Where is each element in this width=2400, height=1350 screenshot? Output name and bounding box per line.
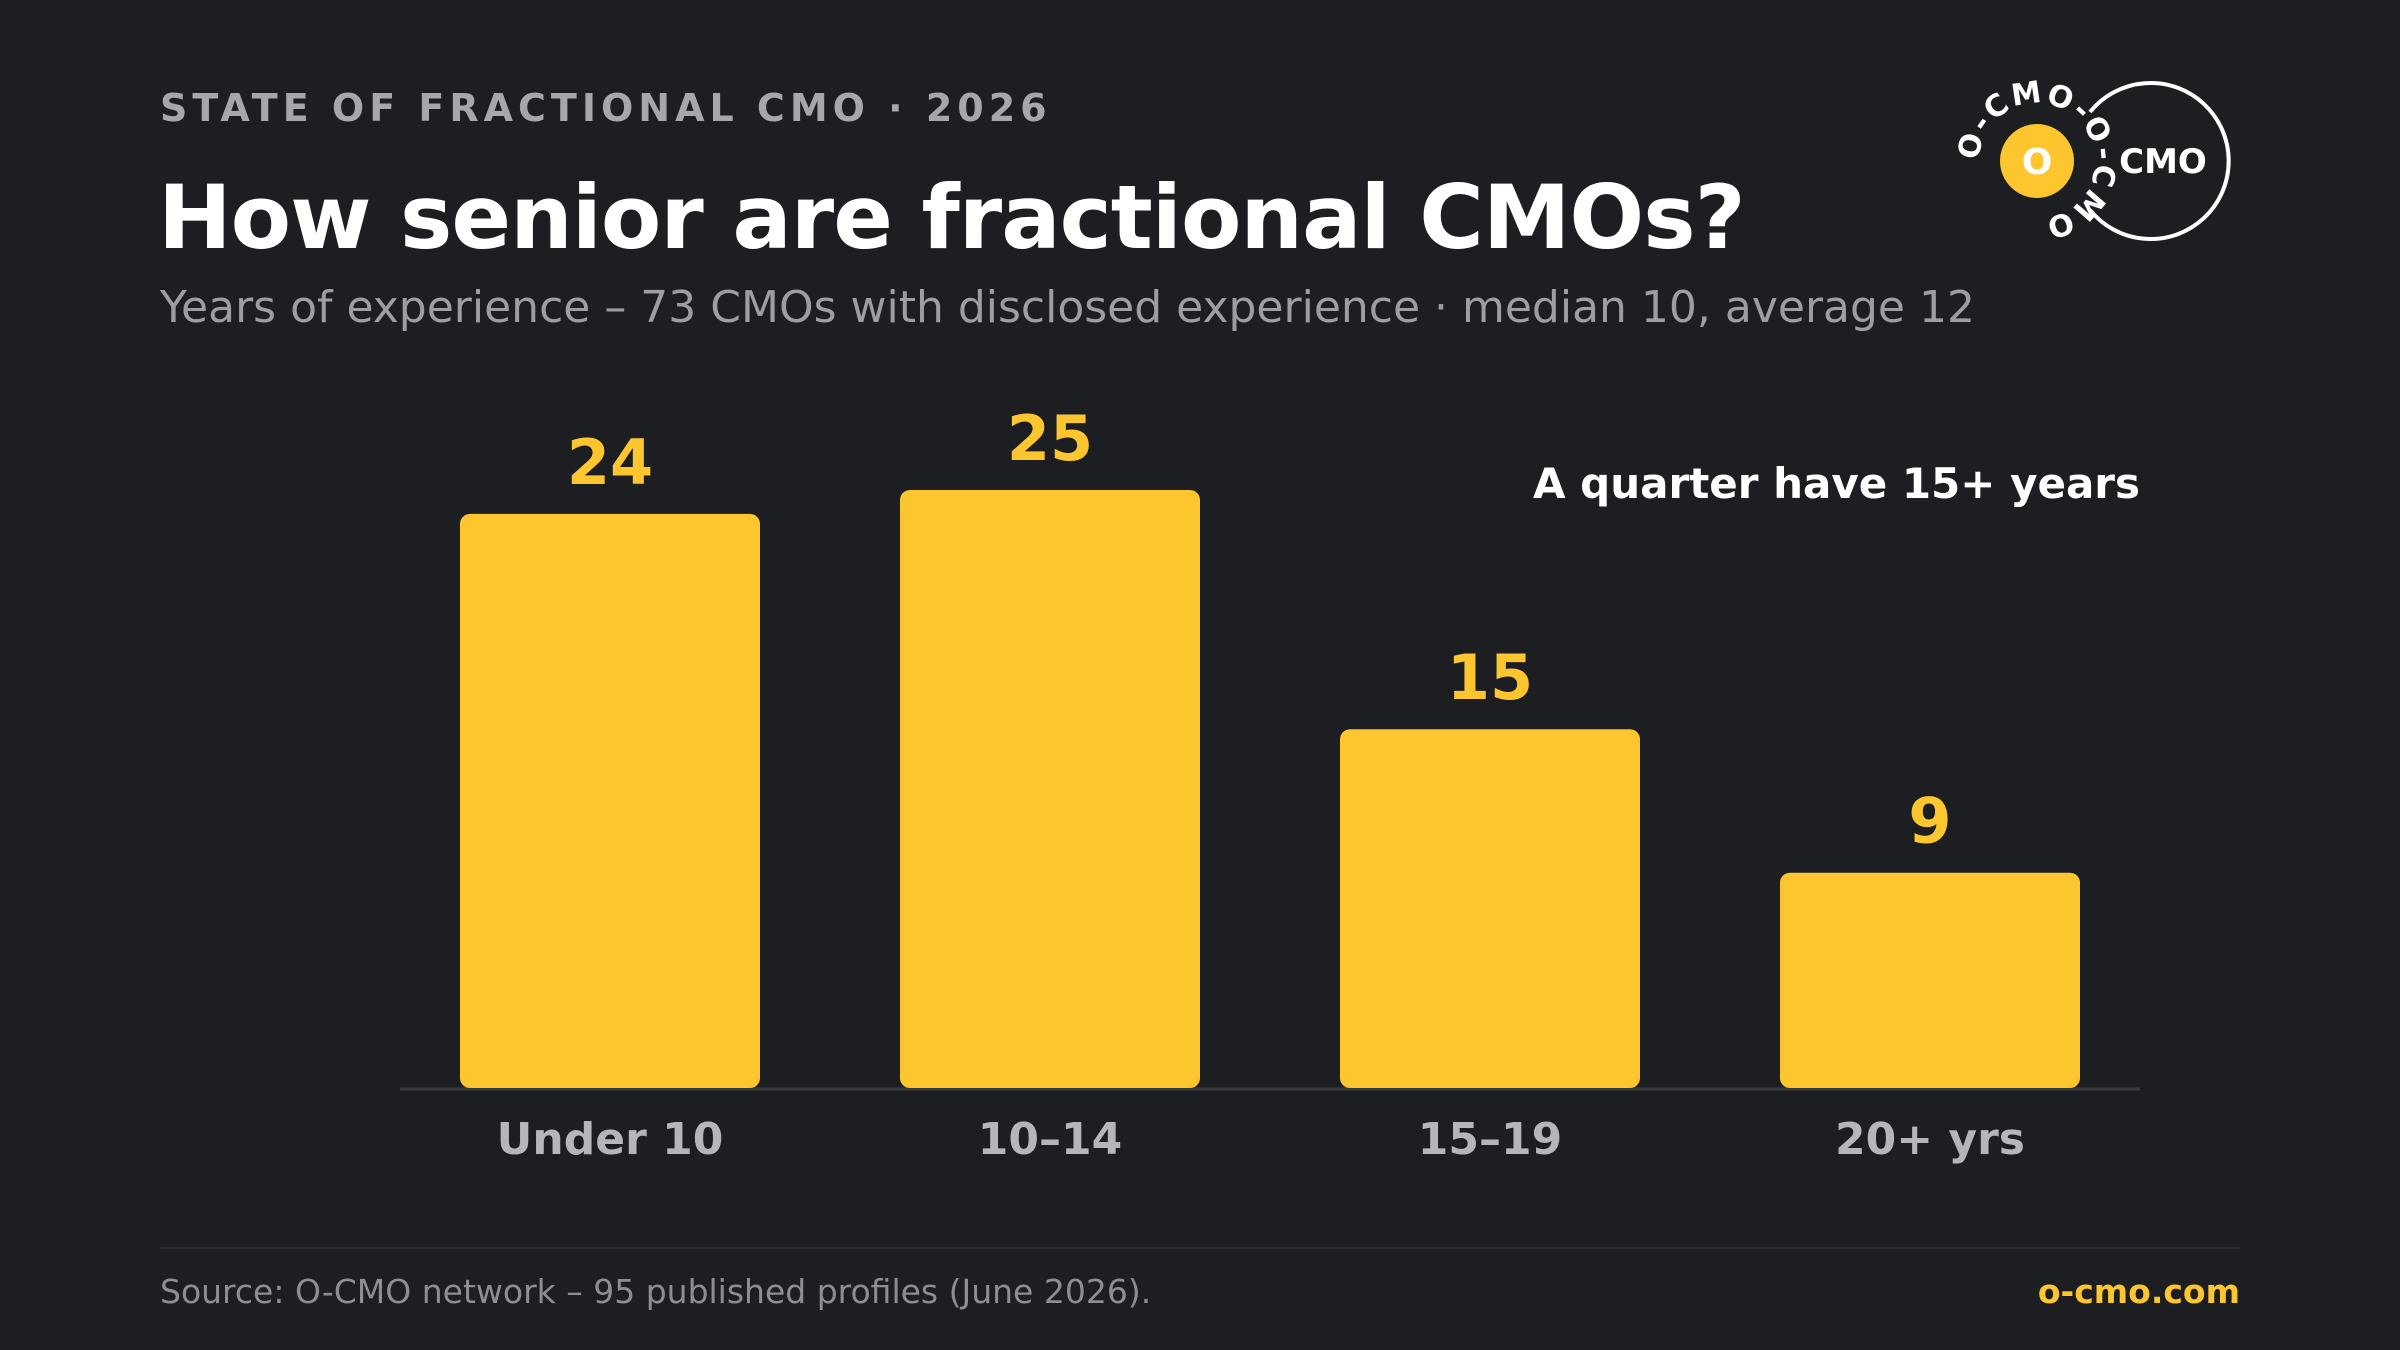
- chart-annotation: A quarter have 15+ years: [1533, 459, 2140, 508]
- category-label-4: 20+ yrs: [1835, 1114, 2025, 1165]
- category-label-2: 10–14: [978, 1114, 1122, 1165]
- chart-subtitle: Years of experience – 73 CMOs with discl…: [160, 282, 1975, 333]
- report-eyebrow: STATE OF FRACTIONAL CMO · 2026: [160, 86, 1052, 130]
- category-label-1: Under 10: [497, 1114, 724, 1165]
- bar-1: [460, 513, 760, 1088]
- bar-value-label-3: 15: [1447, 641, 1533, 714]
- bar-4: [1780, 872, 2080, 1088]
- site-link[interactable]: o-cmo.com: [2037, 1272, 2240, 1311]
- bar-value-label-4: 9: [1908, 785, 1951, 858]
- footer-divider: [160, 1247, 2240, 1249]
- source-note: Source: O-CMO network – 95 published pro…: [160, 1272, 1152, 1311]
- category-label-3: 15–19: [1418, 1114, 1562, 1165]
- logo-center-letter: O: [2022, 142, 2053, 183]
- chart-title: How senior are fractional CMOs?: [158, 166, 1746, 269]
- o-cmo-logo: O-CMO-O-CMO O CMO: [1955, 76, 2231, 246]
- bar-value-label-2: 25: [1007, 402, 1093, 475]
- logo-outer-arc: [2088, 81, 2231, 241]
- logo-center-circle: [2000, 124, 2074, 198]
- bar-2: [900, 490, 1200, 1088]
- logo-right-text: CMO: [2119, 142, 2207, 182]
- bar-value-label-1: 24: [567, 426, 653, 499]
- bar-3: [1340, 729, 1640, 1088]
